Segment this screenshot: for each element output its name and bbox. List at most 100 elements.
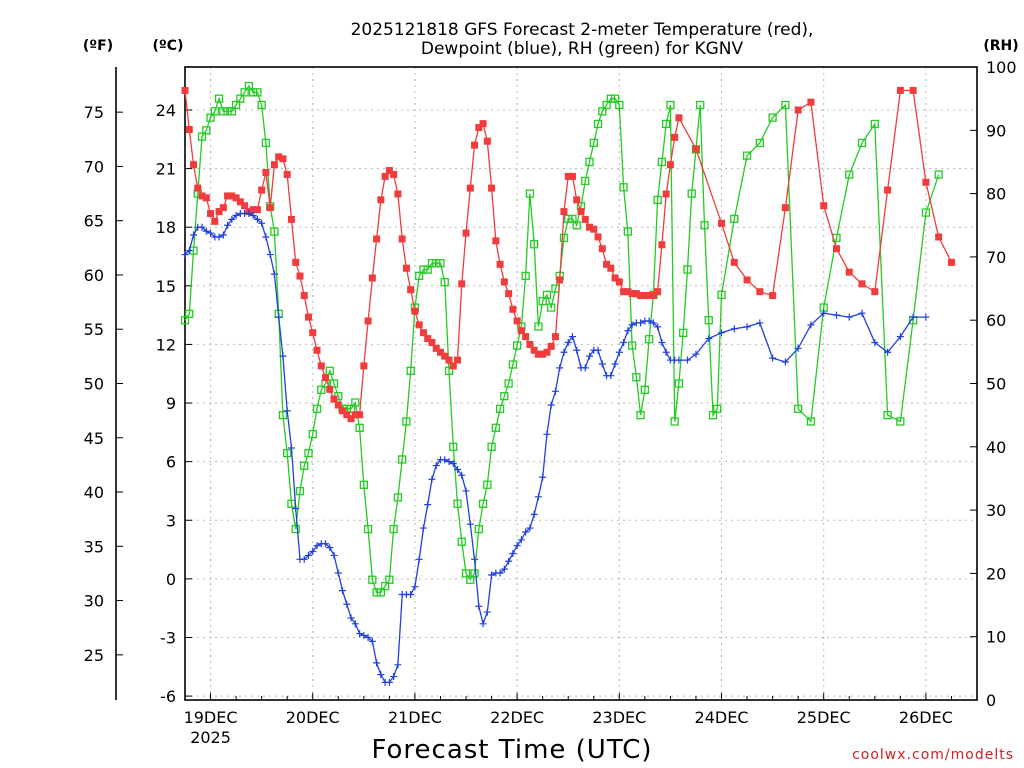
temperature-point bbox=[564, 172, 572, 180]
dewpoint-point bbox=[624, 327, 632, 335]
celsius-tick-label: 24 bbox=[156, 101, 176, 120]
dewpoint-point bbox=[394, 661, 402, 669]
rh-point bbox=[717, 290, 726, 300]
temperature-point bbox=[407, 286, 415, 294]
temperature-point bbox=[266, 204, 274, 212]
rh-point bbox=[598, 107, 607, 116]
temperature-point bbox=[347, 415, 355, 423]
rh-point bbox=[363, 524, 373, 534]
rh-point bbox=[223, 107, 232, 116]
celsius-tick-label: 15 bbox=[156, 277, 176, 296]
temperature-point bbox=[377, 196, 385, 204]
temperature-point bbox=[313, 346, 321, 354]
dewpoint-point bbox=[364, 633, 372, 641]
temperature-point bbox=[577, 208, 585, 216]
dewpoint-point bbox=[568, 333, 576, 341]
temperature-point bbox=[718, 219, 726, 227]
temperature-point bbox=[436, 348, 444, 356]
temperature-point bbox=[454, 356, 462, 364]
temperature-point bbox=[692, 145, 700, 153]
dewpoint-point bbox=[871, 338, 879, 346]
temperature-point bbox=[415, 321, 423, 329]
rh-point bbox=[845, 170, 854, 179]
dewpoint-point bbox=[611, 360, 619, 368]
rh-point bbox=[666, 100, 675, 110]
dewpoint-point bbox=[522, 528, 530, 536]
dewpoint-point bbox=[287, 444, 295, 452]
rh-tick-label: 80 bbox=[986, 185, 1006, 204]
dewpoint-point bbox=[415, 555, 423, 563]
temperature-point bbox=[603, 260, 611, 268]
rh-tick-label: 50 bbox=[986, 375, 1006, 394]
x-tick-label: 23DEC bbox=[592, 708, 646, 727]
rh-point bbox=[487, 442, 496, 451]
dewpoint-point bbox=[424, 501, 432, 509]
dewpoint-point bbox=[483, 608, 491, 616]
rh-point bbox=[436, 259, 445, 268]
rh-point bbox=[755, 138, 764, 148]
fahrenheit-tick-label: 35 bbox=[84, 537, 104, 556]
rh-point bbox=[440, 278, 449, 287]
dewpoint-point bbox=[428, 475, 436, 483]
dewpoint-point bbox=[505, 557, 513, 565]
rh-point bbox=[657, 157, 667, 167]
celsius-tick-label: 21 bbox=[156, 160, 176, 179]
fahrenheit-tick-label: 55 bbox=[84, 320, 104, 339]
temperature-point bbox=[543, 348, 551, 356]
temperature-point bbox=[590, 225, 598, 233]
dewpoint-point bbox=[190, 231, 198, 239]
temperature-point bbox=[449, 362, 457, 370]
temperature-point bbox=[858, 280, 866, 288]
rh-point bbox=[547, 303, 556, 312]
rh-tick-label: 10 bbox=[986, 628, 1006, 647]
rh-point bbox=[329, 379, 339, 388]
dewpoint-point bbox=[266, 251, 274, 259]
rh-point bbox=[623, 227, 632, 236]
temperature-point bbox=[598, 245, 606, 253]
temperature-point bbox=[385, 167, 393, 175]
temperature-point bbox=[517, 327, 525, 335]
rh-point bbox=[742, 151, 752, 160]
temperature-point bbox=[492, 237, 500, 245]
fahrenheit-unit-label: (ºF) bbox=[83, 38, 113, 54]
dewpoint-point bbox=[471, 555, 479, 563]
dewpoint-point bbox=[249, 211, 257, 219]
dewpoint-point bbox=[262, 233, 270, 241]
temperature-point bbox=[424, 335, 432, 343]
rh-point bbox=[683, 265, 692, 274]
dewpoint-point bbox=[215, 233, 223, 241]
temperature-point bbox=[658, 241, 666, 249]
celsius-tick-label: -6 bbox=[160, 687, 176, 706]
temperature-point bbox=[756, 288, 764, 296]
dewpoint-point bbox=[645, 317, 653, 325]
temperature-point bbox=[743, 276, 751, 284]
dewpoint-point bbox=[419, 524, 427, 532]
rh-point bbox=[197, 132, 207, 141]
rh-point bbox=[700, 221, 709, 230]
dewpoint-point bbox=[245, 210, 253, 218]
temperature-point bbox=[466, 184, 474, 192]
dewpoint-point bbox=[658, 338, 666, 346]
temperature-point bbox=[505, 290, 513, 298]
series-layer bbox=[180, 81, 955, 686]
rh-point bbox=[921, 208, 931, 217]
temperature-point bbox=[300, 292, 308, 300]
dewpoint-point bbox=[547, 401, 555, 409]
temperature-point bbox=[594, 233, 602, 241]
dewpoint-point bbox=[496, 569, 504, 577]
dewpoint-point bbox=[675, 356, 683, 364]
dewpoint-point bbox=[756, 319, 764, 327]
temperature-point bbox=[462, 229, 470, 237]
temperature-point bbox=[322, 374, 330, 382]
temperature-point bbox=[326, 385, 334, 393]
celsius-tick-label: 12 bbox=[156, 335, 176, 354]
temperature-point bbox=[922, 178, 930, 186]
temperature-point bbox=[547, 342, 555, 350]
dewpoint-point bbox=[466, 520, 474, 528]
rh-point bbox=[495, 404, 505, 413]
rh-point bbox=[632, 373, 641, 382]
fahrenheit-tick-label: 60 bbox=[84, 266, 104, 285]
rh-point bbox=[355, 423, 364, 432]
dewpoint-point bbox=[534, 493, 542, 501]
